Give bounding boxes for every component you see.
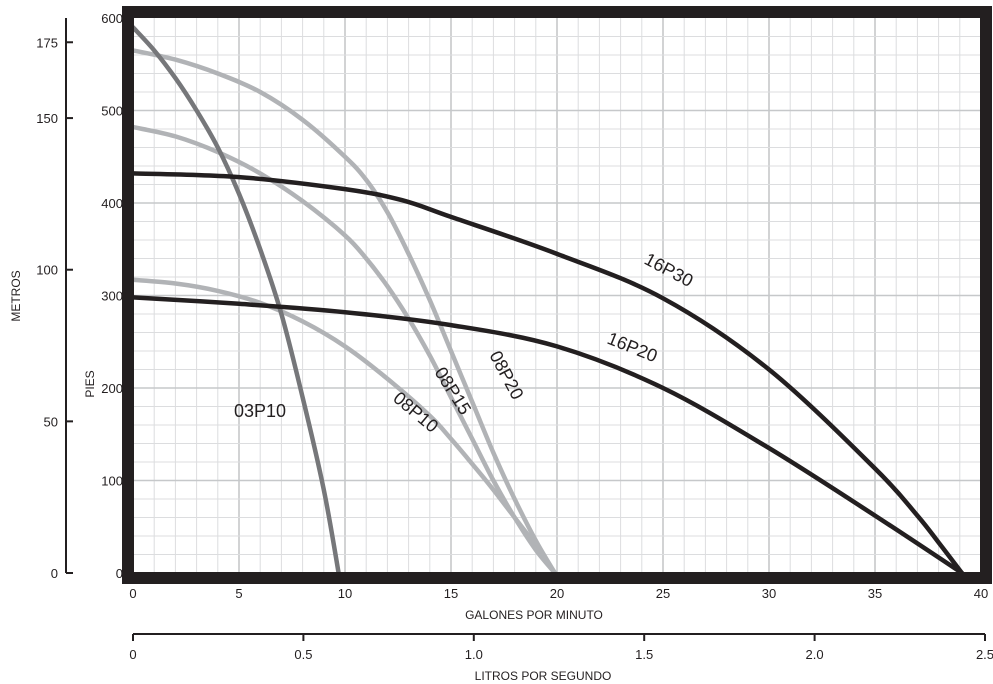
secondary-y-tick-labels: 0 50 100 150 175: [36, 35, 73, 581]
secondary-y-tick-label: 0: [51, 566, 58, 581]
secondary-y-axis-title: METROS: [9, 270, 23, 321]
x-tick-labels: 0 5 10 15 20 25 30 35 40: [129, 586, 988, 601]
x-tick-label: 20: [550, 586, 564, 601]
curve-08p20: [130, 48, 558, 576]
secondary-y-tick-label: 50: [44, 414, 58, 429]
secondary-x-tick-label: 1.5: [635, 647, 653, 662]
curve-label-08p10: 08P10: [389, 388, 442, 437]
y-tick-label: 600: [101, 11, 123, 26]
y-tick-label: 400: [101, 196, 123, 211]
secondary-x-axis-title: LITROS POR SEGUNDO: [475, 669, 612, 683]
secondary-y-tick-label: 150: [36, 111, 58, 126]
secondary-x-tick-label: 2.5: [976, 647, 993, 662]
secondary-y-tick-label: 100: [36, 263, 58, 278]
y-tick-label: 500: [101, 104, 123, 119]
x-tick-label: 35: [868, 586, 882, 601]
y-tick-labels: 0 100 200 300 400 500 600: [101, 11, 123, 581]
secondary-x-tick-label: 0.5: [294, 647, 312, 662]
x-tick-label: 5: [235, 586, 242, 601]
curve-03p10: [130, 25, 341, 576]
y-tick-label: 200: [101, 381, 123, 396]
curve-label-08p20: 08P20: [485, 347, 527, 402]
secondary-x-tick-label: 0: [129, 647, 136, 662]
curve-label-16p30: 16P30: [641, 249, 696, 291]
x-tick-label: 10: [338, 586, 352, 601]
x-axis-title: GALONES POR MINUTO: [465, 608, 603, 622]
plot-frame: [122, 6, 992, 584]
y-tick-label: 100: [101, 474, 123, 489]
x-tick-label: 40: [974, 586, 988, 601]
secondary-x-tick-label: 2.0: [806, 647, 824, 662]
curve-group: [130, 25, 965, 576]
curve-label-16p20: 16P20: [605, 328, 661, 366]
secondary-x-tick-label: 1.0: [465, 647, 483, 662]
y-axis-title: PIES: [83, 370, 97, 397]
plot-grid: [133, 18, 981, 573]
x-tick-label: 15: [444, 586, 458, 601]
y-tick-label: 300: [101, 289, 123, 304]
y-tick-label: 0: [116, 566, 123, 581]
curve-label-03p10: 03P10: [234, 401, 286, 421]
curve-16p30: [130, 171, 965, 576]
curve-16p20: [130, 295, 965, 576]
x-tick-label: 25: [656, 586, 670, 601]
curve-08p15: [130, 124, 558, 576]
x-tick-label: 30: [762, 586, 776, 601]
secondary-y-tick-label: 175: [36, 35, 58, 50]
secondary-x-tick-labels: 0 0.5 1.0 1.5 2.0 2.5: [129, 634, 993, 662]
x-tick-label: 0: [129, 586, 136, 601]
